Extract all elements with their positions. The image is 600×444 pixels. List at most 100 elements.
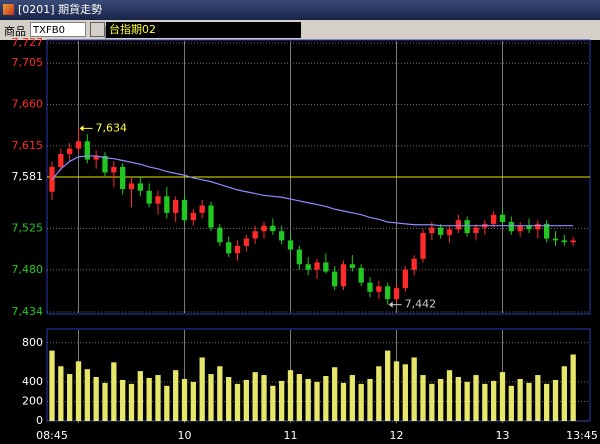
x-tick-label: 13:45 [566, 429, 598, 442]
volume-bar [393, 361, 400, 421]
volume-tick-label: 200 [22, 394, 43, 407]
candle-body [279, 231, 285, 241]
volume-bar [261, 375, 267, 421]
volume-bar [561, 366, 567, 421]
volume-bar [58, 366, 64, 421]
candle-body [332, 271, 338, 287]
candle-body [67, 148, 73, 155]
volume-bar [420, 375, 426, 421]
volume-tick-label: 800 [22, 336, 43, 349]
candle-body [102, 155, 108, 173]
candle-body [296, 249, 302, 265]
candle-body [234, 245, 241, 254]
volume-bar [111, 362, 117, 421]
candle-body [111, 166, 117, 173]
volume-bar [429, 383, 435, 421]
annotation-arrowhead [79, 125, 84, 132]
candle-body [340, 264, 347, 287]
volume-bar [173, 370, 179, 421]
volume-bar [535, 375, 541, 421]
volume-bar [67, 374, 73, 421]
candle-body [217, 227, 223, 243]
volume-tick-label: 400 [22, 375, 43, 388]
candle-body [446, 229, 453, 235]
candle-body [155, 196, 161, 204]
volume-bar [270, 385, 276, 421]
candle-body [261, 225, 267, 232]
candle-body [58, 154, 64, 167]
volume-bar [411, 357, 417, 421]
candle-body [535, 223, 541, 230]
search-button[interactable] [90, 22, 105, 37]
volume-bar [137, 371, 143, 421]
volume-bar [402, 364, 408, 421]
volume-bar [208, 374, 214, 421]
volume-bar [473, 375, 479, 421]
volume-bar [279, 380, 285, 421]
candle-body [93, 155, 99, 160]
candle-body [438, 227, 444, 235]
candle-body [208, 205, 214, 228]
candle-body [517, 225, 523, 232]
candle-body [226, 242, 232, 254]
candle-body [376, 286, 382, 292]
candle-body [570, 240, 576, 243]
volume-bar [367, 378, 373, 421]
candle-body [314, 262, 320, 270]
candle-body [473, 227, 479, 234]
x-tick-label: 11 [284, 429, 298, 442]
annotation-label: 7,634 [96, 121, 128, 134]
candle-body [181, 199, 188, 221]
volume-bar [181, 378, 188, 421]
volume-bar [226, 377, 232, 421]
volume-bar [552, 379, 559, 421]
volume-bar [252, 372, 258, 421]
candle-body [385, 286, 391, 300]
candle-body [190, 212, 196, 221]
candle-body [305, 264, 311, 270]
candle-body [526, 225, 532, 230]
y-tick-label: 7,705 [12, 56, 44, 69]
x-tick-label: 12 [390, 429, 404, 442]
x-tick-label: 13 [496, 429, 510, 442]
volume-bar [508, 385, 514, 421]
volume-bar [93, 377, 99, 421]
volume-tick-label: 0 [36, 414, 43, 427]
candle-body [367, 282, 373, 292]
volume-bar [102, 382, 108, 421]
volume-bar [340, 382, 347, 421]
average-line [51, 155, 574, 227]
candle-body [393, 288, 400, 300]
candle-body [455, 220, 461, 230]
volume-bar [128, 383, 135, 421]
candle-body [429, 227, 435, 234]
volume-bar [517, 378, 523, 421]
candle-body [252, 231, 258, 239]
candle-body [561, 240, 567, 243]
volume-bar [438, 378, 444, 421]
candle-body [402, 269, 408, 289]
toolbar: 商品 TXFB0 台指期02 [0, 20, 600, 40]
candle-body [464, 220, 470, 234]
volume-bar [482, 383, 488, 421]
volume-bar [332, 367, 338, 421]
product-label: 商品 [4, 25, 26, 38]
candle-body [199, 205, 205, 213]
volume-bar [570, 354, 576, 421]
volume-bar [146, 377, 152, 421]
volume-bar [296, 374, 302, 421]
volume-bar [491, 380, 497, 421]
candle-body [287, 240, 294, 250]
y-tick-label: 7,660 [12, 98, 44, 111]
candle-body [420, 233, 426, 259]
volume-bar [544, 383, 550, 421]
candle-body [128, 183, 135, 189]
x-tick-label: 08:45 [36, 429, 68, 442]
y-tick-label: 7,615 [12, 139, 44, 152]
volume-bar [287, 370, 294, 421]
candle-body [411, 258, 417, 270]
candle-body [146, 190, 152, 204]
volume-bar [190, 381, 196, 421]
